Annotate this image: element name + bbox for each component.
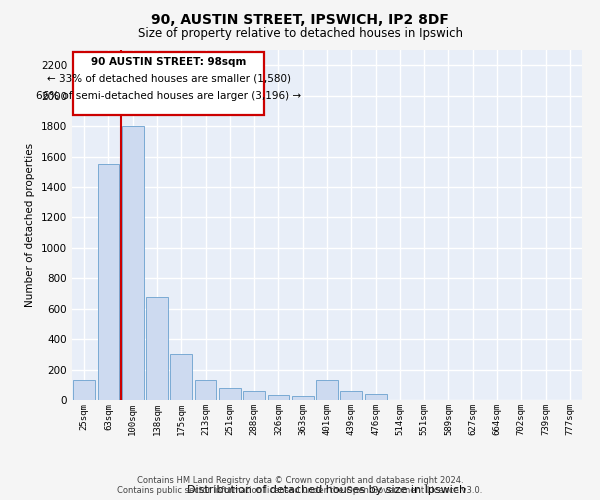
Bar	[146, 296, 168, 400]
Bar	[316, 380, 338, 400]
Text: 90 AUSTIN STREET: 98sqm: 90 AUSTIN STREET: 98sqm	[91, 57, 246, 67]
Bar	[243, 391, 265, 400]
X-axis label: Distribution of detached houses by size in Ipswich: Distribution of detached houses by size …	[187, 485, 467, 495]
FancyBboxPatch shape	[73, 52, 264, 116]
Bar	[97, 164, 119, 400]
Text: 66% of semi-detached houses are larger (3,196) →: 66% of semi-detached houses are larger (…	[36, 91, 301, 101]
Text: Contains public sector information licensed under the Open Government Licence v3: Contains public sector information licen…	[118, 486, 482, 495]
Bar	[122, 126, 143, 400]
Bar	[365, 394, 386, 400]
Text: Size of property relative to detached houses in Ipswich: Size of property relative to detached ho…	[137, 28, 463, 40]
Text: Contains HM Land Registry data © Crown copyright and database right 2024.: Contains HM Land Registry data © Crown c…	[137, 476, 463, 485]
Bar	[292, 396, 314, 400]
Text: 90, AUSTIN STREET, IPSWICH, IP2 8DF: 90, AUSTIN STREET, IPSWICH, IP2 8DF	[151, 12, 449, 26]
Text: ← 33% of detached houses are smaller (1,580): ← 33% of detached houses are smaller (1,…	[47, 73, 290, 83]
Y-axis label: Number of detached properties: Number of detached properties	[25, 143, 35, 307]
Bar	[268, 394, 289, 400]
Bar	[170, 354, 192, 400]
Bar	[219, 388, 241, 400]
Bar	[194, 380, 217, 400]
Bar	[340, 391, 362, 400]
Bar	[73, 380, 95, 400]
